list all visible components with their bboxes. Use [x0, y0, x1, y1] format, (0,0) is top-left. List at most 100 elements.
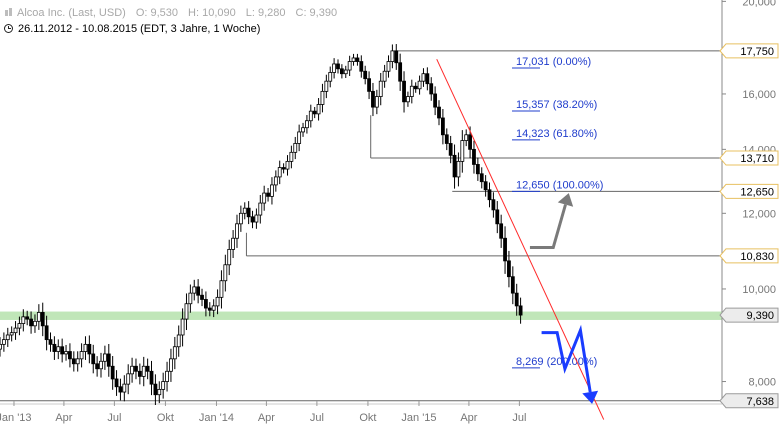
price-tag — [719, 248, 779, 264]
candle-body — [110, 365, 115, 380]
candle — [293, 136, 298, 160]
candle — [219, 270, 224, 309]
candle-body — [448, 143, 453, 156]
candle — [40, 302, 45, 337]
candle — [390, 44, 395, 69]
candle — [266, 187, 270, 202]
candle — [363, 65, 368, 85]
candle-body — [254, 214, 259, 223]
price-tag — [719, 150, 779, 166]
candle — [332, 58, 337, 79]
price-tag-label: 13,710 — [740, 153, 774, 165]
candle — [402, 71, 406, 113]
candle — [48, 332, 53, 352]
candle-body — [176, 334, 181, 348]
candle — [106, 344, 111, 377]
candle — [324, 74, 329, 99]
candle — [227, 239, 232, 276]
price-tag — [719, 393, 779, 409]
x-tick-label: Apr — [55, 412, 72, 424]
candle-body — [238, 212, 243, 225]
candle — [71, 351, 76, 372]
period-header: 26.11.2012 - 10.08.2015 (EDT, 3 Jahre, 1… — [4, 22, 260, 36]
up-scenario-arrow-shaft — [529, 204, 567, 250]
candle-body — [301, 127, 305, 133]
price-tag — [719, 43, 779, 59]
candle-body — [262, 192, 267, 204]
candle-body — [285, 160, 290, 170]
support-band — [0, 311, 722, 320]
candle-body — [460, 140, 465, 162]
candle-body — [13, 327, 18, 334]
candle-body — [320, 90, 325, 105]
candle — [464, 129, 469, 147]
candle — [126, 364, 131, 395]
candle — [499, 214, 504, 248]
candle-body — [134, 365, 138, 372]
x-tick-label: Jan '13 — [0, 412, 32, 424]
candle — [328, 66, 333, 88]
candle — [180, 308, 185, 347]
candle — [351, 53, 356, 66]
candle — [118, 378, 123, 401]
candle — [297, 124, 302, 152]
price-tag-label: 17,750 — [740, 46, 774, 58]
candle-body — [312, 110, 317, 115]
candle-body — [25, 316, 30, 320]
candle — [68, 343, 72, 368]
candle-body — [0, 343, 2, 350]
candle — [83, 336, 88, 360]
down-scenario-arrow-head — [582, 390, 599, 404]
candle-body — [223, 264, 228, 282]
candle-body — [56, 346, 61, 352]
candle-body — [36, 312, 41, 322]
candle-body — [316, 104, 321, 115]
candle-body — [33, 320, 37, 327]
candle-body — [270, 184, 274, 197]
candle-body — [9, 332, 14, 336]
fib-label: 15,357 (38.20%) — [516, 99, 597, 111]
candle — [336, 59, 340, 74]
x-tick-label: Apr — [460, 412, 477, 424]
fib-label: 8,269 (200.00%) — [516, 356, 597, 368]
up-scenario-arrow — [529, 193, 574, 250]
candle-body — [417, 80, 422, 90]
x-tick-label: Okt — [157, 412, 174, 424]
down-scenario-arrow-shaft — [541, 324, 592, 393]
candle-body — [44, 325, 49, 341]
candle-body — [200, 294, 204, 300]
candle — [254, 208, 259, 229]
candle-body — [95, 363, 100, 370]
candle-body — [398, 62, 403, 82]
candle — [215, 289, 220, 315]
candle — [320, 83, 325, 113]
candle-body — [406, 96, 410, 103]
candle-body — [235, 223, 239, 239]
candle — [305, 115, 309, 134]
candle-body — [180, 318, 185, 336]
candle — [308, 104, 313, 128]
candle-body — [215, 296, 220, 307]
candle — [378, 72, 383, 106]
candle — [289, 145, 294, 169]
candle-body — [231, 237, 236, 250]
candle-body — [367, 78, 371, 92]
candle — [262, 185, 267, 211]
candle-body — [250, 216, 255, 223]
candle — [452, 144, 457, 189]
candle-body — [130, 365, 134, 375]
candle — [17, 316, 22, 336]
candle-body — [83, 343, 88, 352]
candle-body — [1, 339, 6, 345]
candle — [448, 135, 453, 164]
candle — [172, 336, 177, 370]
candle-body — [165, 370, 169, 382]
candle — [64, 344, 68, 361]
up-scenario-arrow-head — [557, 193, 574, 207]
candle-body — [510, 276, 515, 294]
candle — [374, 89, 379, 115]
candle — [60, 338, 65, 363]
candle-body — [378, 80, 383, 97]
candle-body — [227, 249, 232, 266]
